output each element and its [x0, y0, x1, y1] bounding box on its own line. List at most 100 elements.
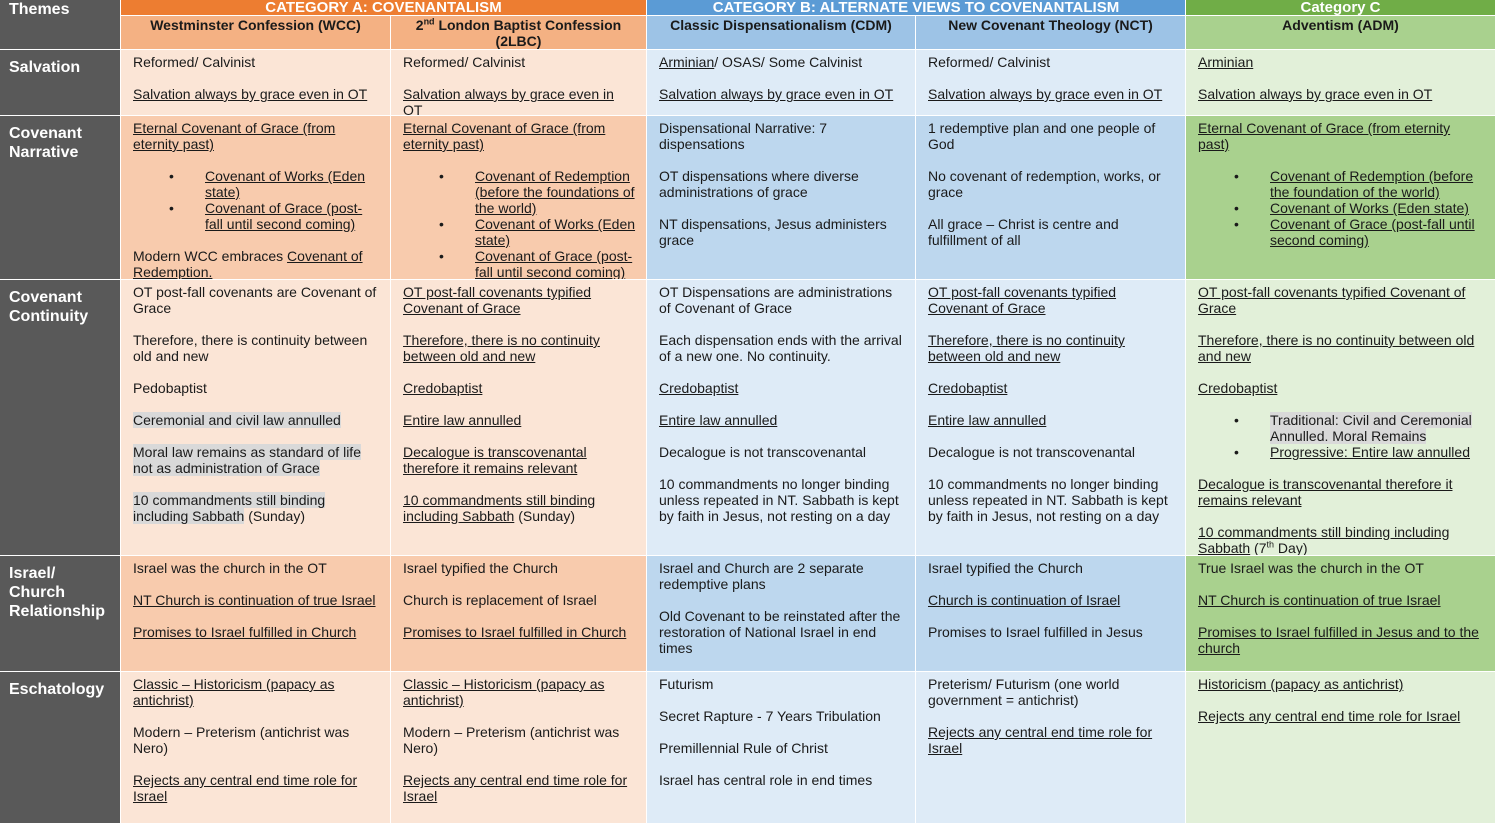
paragraph: Promises to Israel fulfilled in Jesus: [928, 624, 1175, 640]
text-run: Decalogue is not transcovenantal: [928, 444, 1136, 460]
paragraph: Credobaptist: [659, 380, 905, 396]
category-header: CATEGORY B: ALTERNATE VIEWS TO COVENANTA…: [647, 0, 1186, 16]
text-run: Salvation always by grace even in OT: [928, 86, 1163, 102]
table-cell: Eternal Covenant of Grace (from eternity…: [1186, 116, 1496, 280]
text-run: Salvation always by grace even in OT: [403, 86, 614, 116]
paragraph: OT post-fall covenants typified Covenant…: [1198, 284, 1485, 316]
text-run: Eternal Covenant of Grace (from eternity…: [1198, 120, 1451, 152]
text-run: Pedobaptist: [133, 380, 207, 396]
table-cell: Israel typified the Church Church is cont…: [916, 556, 1186, 672]
text-run: Rejects any central end time role for Is…: [403, 772, 628, 804]
text-run: Adventism (ADM): [1282, 17, 1399, 33]
text-run: Covenant of Works (Eden state): [1270, 200, 1469, 216]
paragraph: Salvation always by grace even in OT: [1198, 86, 1485, 102]
bullet-item: Covenant of Grace (post-fall until secon…: [1198, 216, 1485, 248]
table-cell: OT Dispensations are administrations of …: [647, 280, 916, 556]
text-run: / OSAS/ Some Calvinist: [714, 54, 863, 70]
text-run: NT Church is continuation of true Israel: [1198, 592, 1441, 608]
bullet-item: Progressive: Entire law annulled: [1198, 444, 1485, 460]
text-run: True Israel was the church in the OT: [1198, 560, 1424, 576]
paragraph: NT Church is continuation of true Israel: [133, 592, 380, 608]
paragraph: Credobaptist: [928, 380, 1175, 396]
text-run: OT post-fall covenants typified Covenant…: [1198, 284, 1466, 316]
text-run: nd: [423, 16, 435, 27]
paragraph: Credobaptist: [1198, 380, 1485, 396]
paragraph: True Israel was the church in the OT: [1198, 560, 1485, 576]
paragraph: Israel was the church in the OT: [133, 560, 380, 576]
paragraph: Israel and Church are 2 separate redempt…: [659, 560, 905, 592]
text-run: Premillennial Rule of Christ: [659, 740, 828, 756]
table-cell: Preterism/ Futurism (one world governmen…: [916, 672, 1186, 824]
column-header: Adventism (ADM): [1186, 16, 1496, 50]
text-run: Classic Dispensationalism (CDM): [670, 17, 892, 33]
paragraph: Salvation always by grace even in OT: [659, 86, 905, 102]
bullet-item: Covenant of Redemption (before the found…: [403, 168, 636, 216]
text-run: Eternal Covenant of Grace (from eternity…: [133, 120, 336, 152]
paragraph: Israel typified the Church: [403, 560, 636, 576]
text-run: Therefore, there is no continuity betwee…: [1198, 332, 1475, 364]
paragraph: Historicism (papacy as antichrist): [1198, 676, 1485, 692]
paragraph: Therefore, there is no continuity betwee…: [403, 332, 636, 364]
table-cell: Reformed/ Calvinist Salvation always by g…: [121, 50, 391, 116]
text-run: Decalogue is transcovenantal therefore i…: [403, 444, 587, 476]
text-run: Category C: [1300, 0, 1381, 16]
text-run: Entire law annulled: [403, 412, 522, 428]
text-run: Arminian: [659, 54, 715, 70]
paragraph: 10 commandments still binding including …: [403, 492, 636, 524]
text-run: Credobaptist: [403, 380, 483, 396]
paragraph: Rejects any central end time role for Is…: [928, 724, 1175, 756]
column-header: New Covenant Theology (NCT): [916, 16, 1186, 50]
text-run: No covenant of redemption, works, or gra…: [928, 168, 1161, 200]
theme-label: Salvation: [9, 59, 81, 76]
text-run: Rejects any central end time role for Is…: [928, 724, 1153, 756]
table-cell: Futurism Secret Rapture - 7 Years Tribula…: [647, 672, 916, 824]
paragraph: Salvation always by grace even in OT: [928, 86, 1175, 102]
text-run: Moral law remains as standard of life no…: [133, 444, 361, 476]
column-header: Classic Dispensationalism (CDM): [647, 16, 916, 50]
text-run: Covenant of Redemption (before the found…: [1270, 168, 1474, 200]
theme-label: Covenant Continuity: [9, 289, 89, 325]
text-run: Reformed/ Calvinist: [403, 54, 526, 70]
theme-label: Covenant Narrative: [9, 125, 82, 161]
theme-cell: Eschatology: [0, 672, 121, 824]
text-run: Israel has central role in end times: [659, 772, 873, 788]
paragraph: OT post-fall covenants typified Covenant…: [928, 284, 1175, 316]
category-header: Category C: [1186, 0, 1496, 16]
table-cell: Classic – Historicism (papacy as antichr…: [121, 672, 391, 824]
text-run: Reformed/ Calvinist: [928, 54, 1051, 70]
paragraph: OT post-fall covenants typified Covenant…: [403, 284, 636, 316]
paragraph: Premillennial Rule of Christ: [659, 740, 905, 756]
paragraph: Credobaptist: [403, 380, 636, 396]
table-cell: OT post-fall covenants are Covenant of G…: [121, 280, 391, 556]
paragraph: 10 commandments no longer binding unless…: [928, 476, 1175, 524]
text-run: Entire law annulled: [659, 412, 778, 428]
text-run: (7: [1250, 540, 1267, 556]
text-run: (Sunday): [514, 508, 576, 524]
table-cell: Israel was the church in the OT NT Church…: [121, 556, 391, 672]
text-run: NT dispensations, Jesus administers grac…: [659, 216, 887, 248]
table-cell: Reformed/ Calvinist Salvation always by g…: [391, 50, 647, 116]
text-run: Israel typified the Church: [403, 560, 558, 576]
text-run: 10 commandments no longer binding unless…: [928, 476, 1168, 524]
bullet-item: Covenant of Redemption (before the found…: [1198, 168, 1485, 200]
paragraph: Futurism: [659, 676, 905, 692]
theme-cell: Covenant Narrative: [0, 116, 121, 280]
themes-header: Themes: [0, 0, 121, 50]
text-run: (Sunday): [244, 508, 306, 524]
table-cell: Eternal Covenant of Grace (from eternity…: [391, 116, 647, 280]
text-run: Futurism: [659, 676, 714, 692]
text-run: Decalogue is transcovenantal therefore i…: [1198, 476, 1453, 508]
text-run: Salvation always by grace even in OT: [1198, 86, 1433, 102]
text-run: Dispensational Narrative: 7 dispensation…: [659, 120, 828, 152]
text-run: Therefore, there is no continuity betwee…: [403, 332, 600, 364]
paragraph: Decalogue is not transcovenantal: [928, 444, 1175, 460]
text-run: Covenant of Grace (post-fall until secon…: [205, 200, 363, 232]
paragraph: 10 commandments no longer binding unless…: [659, 476, 905, 524]
text-run: Israel typified the Church: [928, 560, 1083, 576]
paragraph: Entire law annulled: [928, 412, 1175, 428]
column-header: 2nd London Baptist Confession (2LBC): [391, 16, 647, 50]
text-run: Entire law annulled: [928, 412, 1047, 428]
paragraph: Moral law remains as standard of life no…: [133, 444, 380, 476]
text-run: Credobaptist: [928, 380, 1008, 396]
paragraph: Modern – Preterism (antichrist was Nero): [403, 724, 636, 756]
